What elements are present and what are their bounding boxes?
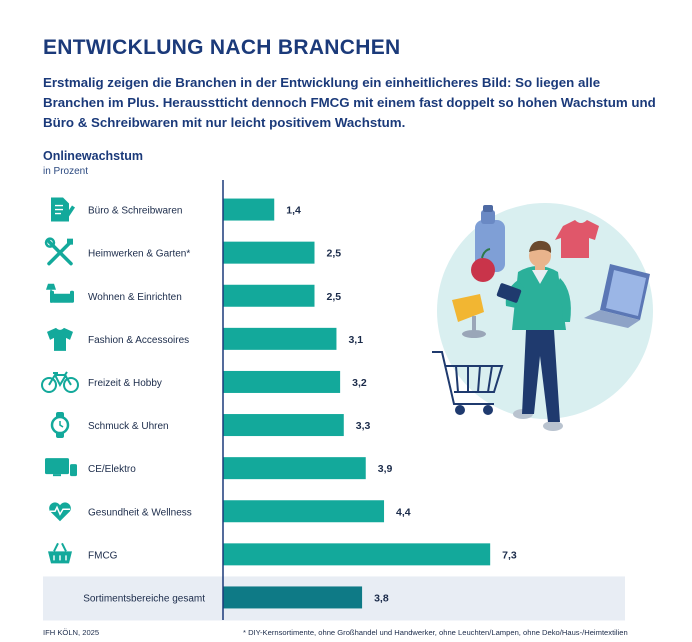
person-figure bbox=[496, 240, 571, 431]
value-label: 2,5 bbox=[327, 291, 342, 303]
category-label: FMCG bbox=[88, 550, 118, 561]
category-label: Schmuck & Uhren bbox=[88, 421, 169, 432]
shirt-icon bbox=[47, 327, 73, 351]
laptop-icon bbox=[584, 264, 650, 328]
category-label: Fashion & Accessoires bbox=[88, 335, 189, 346]
bar bbox=[223, 198, 275, 221]
apple-icon bbox=[471, 248, 495, 282]
bar bbox=[223, 414, 344, 437]
category-label: Gesundheit & Wellness bbox=[88, 507, 192, 518]
watch-icon bbox=[50, 412, 70, 439]
value-label: 2,5 bbox=[327, 248, 342, 260]
category-label: Büro & Schreibwaren bbox=[88, 206, 183, 217]
bar bbox=[223, 284, 315, 307]
bar bbox=[223, 500, 385, 523]
value-label: 3,3 bbox=[356, 420, 371, 432]
tools-icon bbox=[44, 237, 73, 266]
page-title: ENTWICKLUNG NACH BRANCHEN bbox=[43, 36, 401, 59]
value-label: 3,8 bbox=[374, 592, 389, 604]
shopper-illustration bbox=[432, 203, 653, 431]
bar bbox=[223, 241, 315, 264]
category-label: Heimwerken & Garten* bbox=[88, 249, 190, 260]
chart-unit-label: in Prozent bbox=[43, 166, 89, 177]
value-label: 1,4 bbox=[286, 205, 301, 217]
cart-icon bbox=[432, 351, 504, 415]
value-label: 7,3 bbox=[502, 549, 517, 561]
category-label: CE/Elektro bbox=[88, 464, 136, 475]
bar bbox=[223, 370, 341, 393]
bar bbox=[223, 457, 366, 480]
footnote: * DIY-Kernsortimente, ohne Großhandel un… bbox=[243, 628, 628, 637]
category-label: Sortimentsbereiche gesamt bbox=[83, 593, 205, 604]
category-label: Wohnen & Einrichten bbox=[88, 292, 182, 303]
page-subtitle: Erstmalig zeigen die Branchen in der Ent… bbox=[43, 75, 656, 130]
chart-title: Onlinewachstum bbox=[43, 149, 144, 163]
category-label: Freizeit & Hobby bbox=[88, 378, 162, 389]
value-label: 3,2 bbox=[352, 377, 367, 389]
value-label: 3,1 bbox=[348, 334, 363, 346]
tshirt-icon bbox=[555, 220, 599, 258]
tv-phone-icon bbox=[45, 458, 77, 477]
bicycle-icon bbox=[41, 371, 79, 393]
heart-pulse-icon bbox=[49, 502, 71, 522]
bar bbox=[223, 543, 491, 566]
value-label: 4,4 bbox=[396, 506, 411, 518]
sofa-lamp-icon bbox=[46, 283, 74, 303]
source-label: IFH KÖLN, 2025 bbox=[43, 628, 100, 637]
bar bbox=[223, 327, 337, 350]
basket-icon bbox=[48, 542, 72, 564]
lamp-icon bbox=[452, 294, 486, 338]
value-label: 3,9 bbox=[378, 463, 393, 475]
bar bbox=[223, 586, 363, 609]
document-pen-icon bbox=[51, 197, 75, 222]
